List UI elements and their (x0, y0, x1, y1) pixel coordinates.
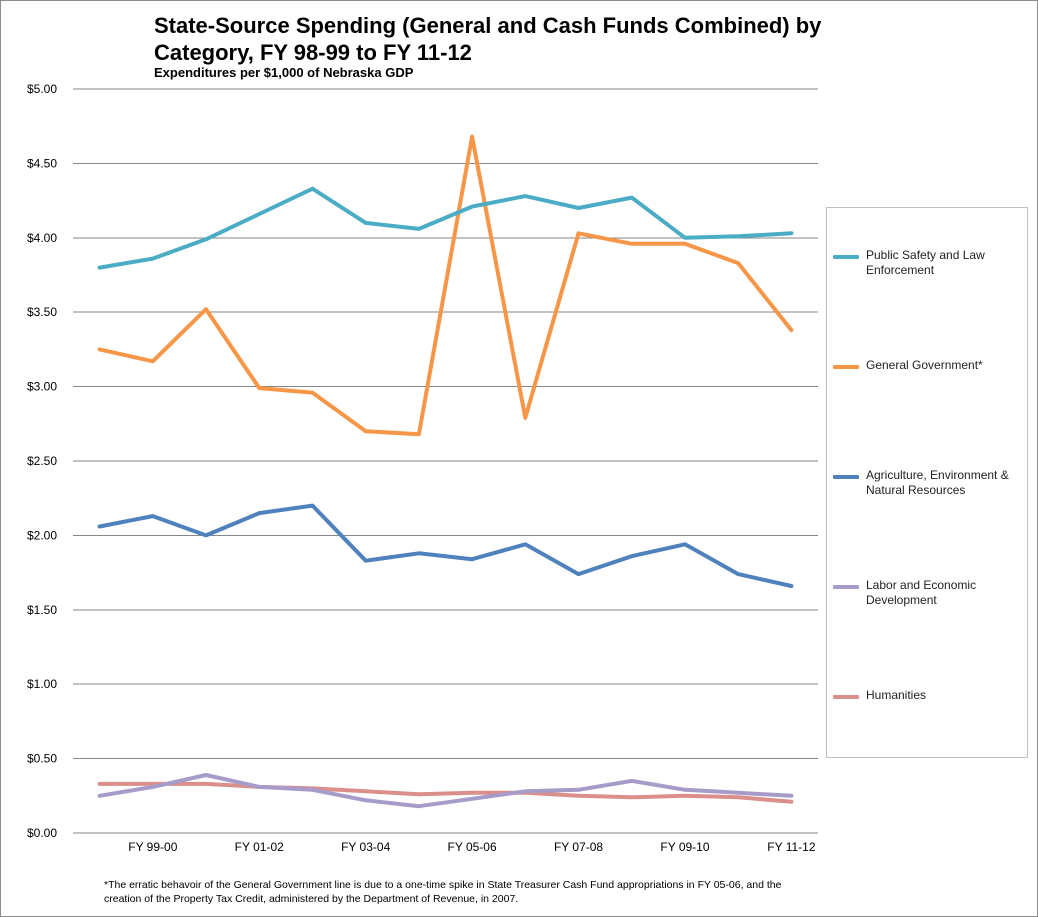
legend-swatch-public-safety (833, 255, 859, 259)
chart-subtitle: Expenditures per $1,000 of Nebraska GDP (154, 65, 414, 80)
series-line (97, 134, 794, 437)
legend-swatch-humanities (833, 695, 859, 699)
series-line (97, 503, 794, 588)
x-tick-label: FY 01-02 (235, 840, 284, 854)
y-tick-label: $0.50 (27, 752, 57, 766)
y-tick-label: $1.50 (27, 603, 57, 617)
series-line (97, 186, 794, 270)
legend-swatch-general-government (833, 365, 859, 369)
x-tick-label: FY 07-08 (554, 840, 603, 854)
series-line (97, 781, 794, 804)
legend-label-labor: Labor and Economic Development (866, 578, 977, 607)
y-tick-label: $5.00 (27, 82, 57, 96)
y-tick-label: $0.00 (27, 826, 57, 840)
y-tick-label: $3.00 (27, 380, 57, 394)
y-tick-label: $4.00 (27, 231, 57, 245)
y-tick-label: $1.00 (27, 677, 57, 691)
y-tick-label: $3.50 (27, 305, 57, 319)
legend-label-public-safety: Public Safety and Law Enforcement (866, 248, 985, 277)
y-tick-label: $2.00 (27, 528, 57, 542)
x-tick-label: FY 09-10 (660, 840, 709, 854)
chart-title: State-Source Spending (General and Cash … (154, 13, 822, 65)
footnote: *The erratic behavoir of the General Gov… (104, 879, 782, 905)
legend-label-general-government: General Government* (866, 358, 983, 372)
legend-label-agriculture: Agriculture, Environment & Natural Resou… (866, 468, 1009, 497)
legend: Public Safety and Law Enforcement Genera… (826, 207, 1028, 758)
y-tick-label: $4.50 (27, 156, 57, 170)
legend-swatch-agriculture (833, 475, 859, 479)
x-tick-label: FY 11-12 (767, 840, 816, 854)
y-tick-label: $2.50 (27, 454, 57, 468)
x-tick-label: FY 99-00 (128, 840, 177, 854)
legend-swatch-labor (833, 585, 859, 589)
x-tick-label: FY 03-04 (341, 840, 390, 854)
legend-label-humanities: Humanities (866, 688, 927, 702)
x-tick-label: FY 05-06 (448, 840, 497, 854)
series-line (97, 773, 794, 809)
